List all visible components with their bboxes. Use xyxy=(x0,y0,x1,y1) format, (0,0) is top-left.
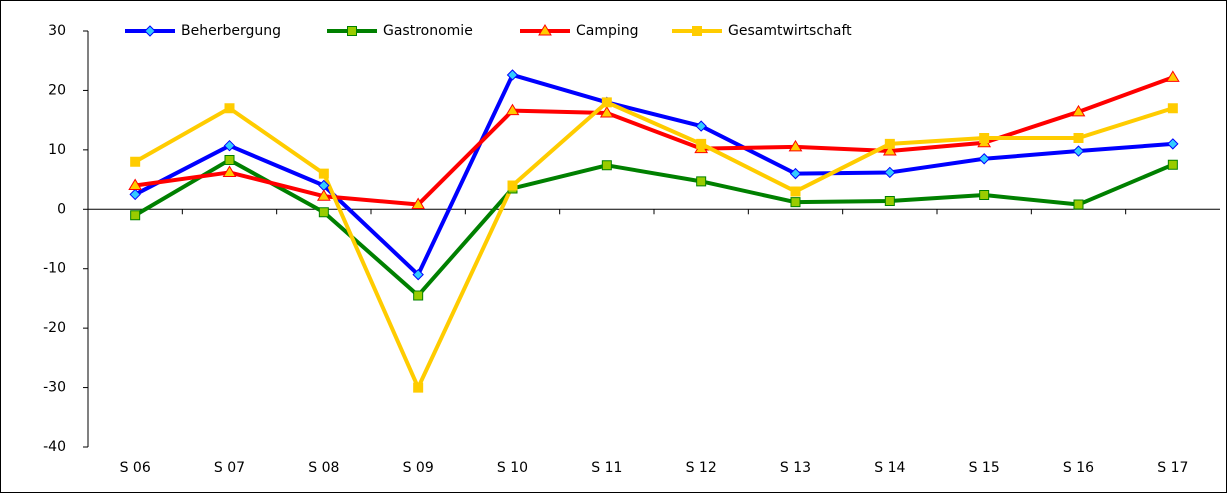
y-tick-label: 10 xyxy=(48,142,66,158)
y-tick-label: -30 xyxy=(43,380,66,396)
marker xyxy=(788,139,803,152)
marker xyxy=(224,154,235,165)
legend-label: Gesamtwirtschaft xyxy=(728,23,852,39)
marker xyxy=(318,168,329,179)
marker xyxy=(979,132,990,143)
marker xyxy=(128,178,143,191)
marker xyxy=(884,138,895,149)
x-tick-label: S 06 xyxy=(120,460,151,476)
y-tick-label: -40 xyxy=(43,439,66,455)
x-tick-label: S 17 xyxy=(1157,460,1188,476)
marker xyxy=(979,190,990,201)
marker xyxy=(347,26,357,36)
marker xyxy=(130,156,141,167)
marker xyxy=(1071,104,1086,117)
marker xyxy=(222,165,237,177)
marker xyxy=(318,207,329,218)
marker xyxy=(1167,103,1178,114)
marker xyxy=(1167,159,1178,170)
marker xyxy=(224,103,235,114)
x-tick-label: S 12 xyxy=(686,460,717,476)
marker xyxy=(1165,70,1180,82)
x-tick-label: S 08 xyxy=(308,460,339,476)
y-tick-label: -10 xyxy=(43,261,66,277)
marker xyxy=(599,106,614,118)
x-tick-label: S 07 xyxy=(214,460,245,476)
y-tick-label: 30 xyxy=(48,23,66,39)
marker xyxy=(1167,138,1179,150)
marker xyxy=(790,186,801,197)
marker xyxy=(129,188,141,201)
marker xyxy=(978,153,990,165)
marker xyxy=(144,25,156,37)
marker xyxy=(1073,199,1084,210)
marker xyxy=(413,382,424,393)
x-tick-label: S 09 xyxy=(403,460,434,476)
x-tick-label: S 16 xyxy=(1063,460,1094,476)
x-tick-label: S 14 xyxy=(874,460,905,476)
series-line xyxy=(134,157,1174,298)
marker xyxy=(884,195,895,206)
marker xyxy=(696,138,707,149)
marker xyxy=(130,210,141,221)
x-tick-label: S 13 xyxy=(780,460,811,476)
y-tick-label: -20 xyxy=(43,320,66,336)
marker xyxy=(882,144,897,156)
marker xyxy=(884,166,896,179)
x-tick-label: S 15 xyxy=(969,460,1000,476)
y-tick-label: 0 xyxy=(57,201,66,217)
series-line xyxy=(134,100,1174,390)
marker xyxy=(223,139,236,152)
marker xyxy=(1073,132,1084,143)
marker xyxy=(696,176,707,187)
marker xyxy=(695,120,707,132)
marker xyxy=(411,197,426,210)
marker xyxy=(790,197,801,208)
legend-label: Beherbergung xyxy=(181,23,281,39)
legend-label: Camping xyxy=(576,23,639,39)
marker xyxy=(601,97,612,108)
marker xyxy=(412,268,424,281)
marker xyxy=(789,167,802,180)
x-tick-label: S 11 xyxy=(591,460,622,476)
marker xyxy=(1072,145,1085,157)
series-line xyxy=(134,72,1173,277)
legend-label: Gastronomie xyxy=(383,23,473,39)
marker xyxy=(507,180,518,191)
marker xyxy=(538,24,552,36)
marker xyxy=(601,160,612,171)
marker xyxy=(505,103,520,116)
marker xyxy=(692,26,702,36)
marker xyxy=(316,189,331,201)
marker xyxy=(506,69,519,81)
x-tick-label: S 10 xyxy=(497,460,528,476)
marker xyxy=(413,290,424,301)
y-tick-label: 20 xyxy=(48,82,66,98)
